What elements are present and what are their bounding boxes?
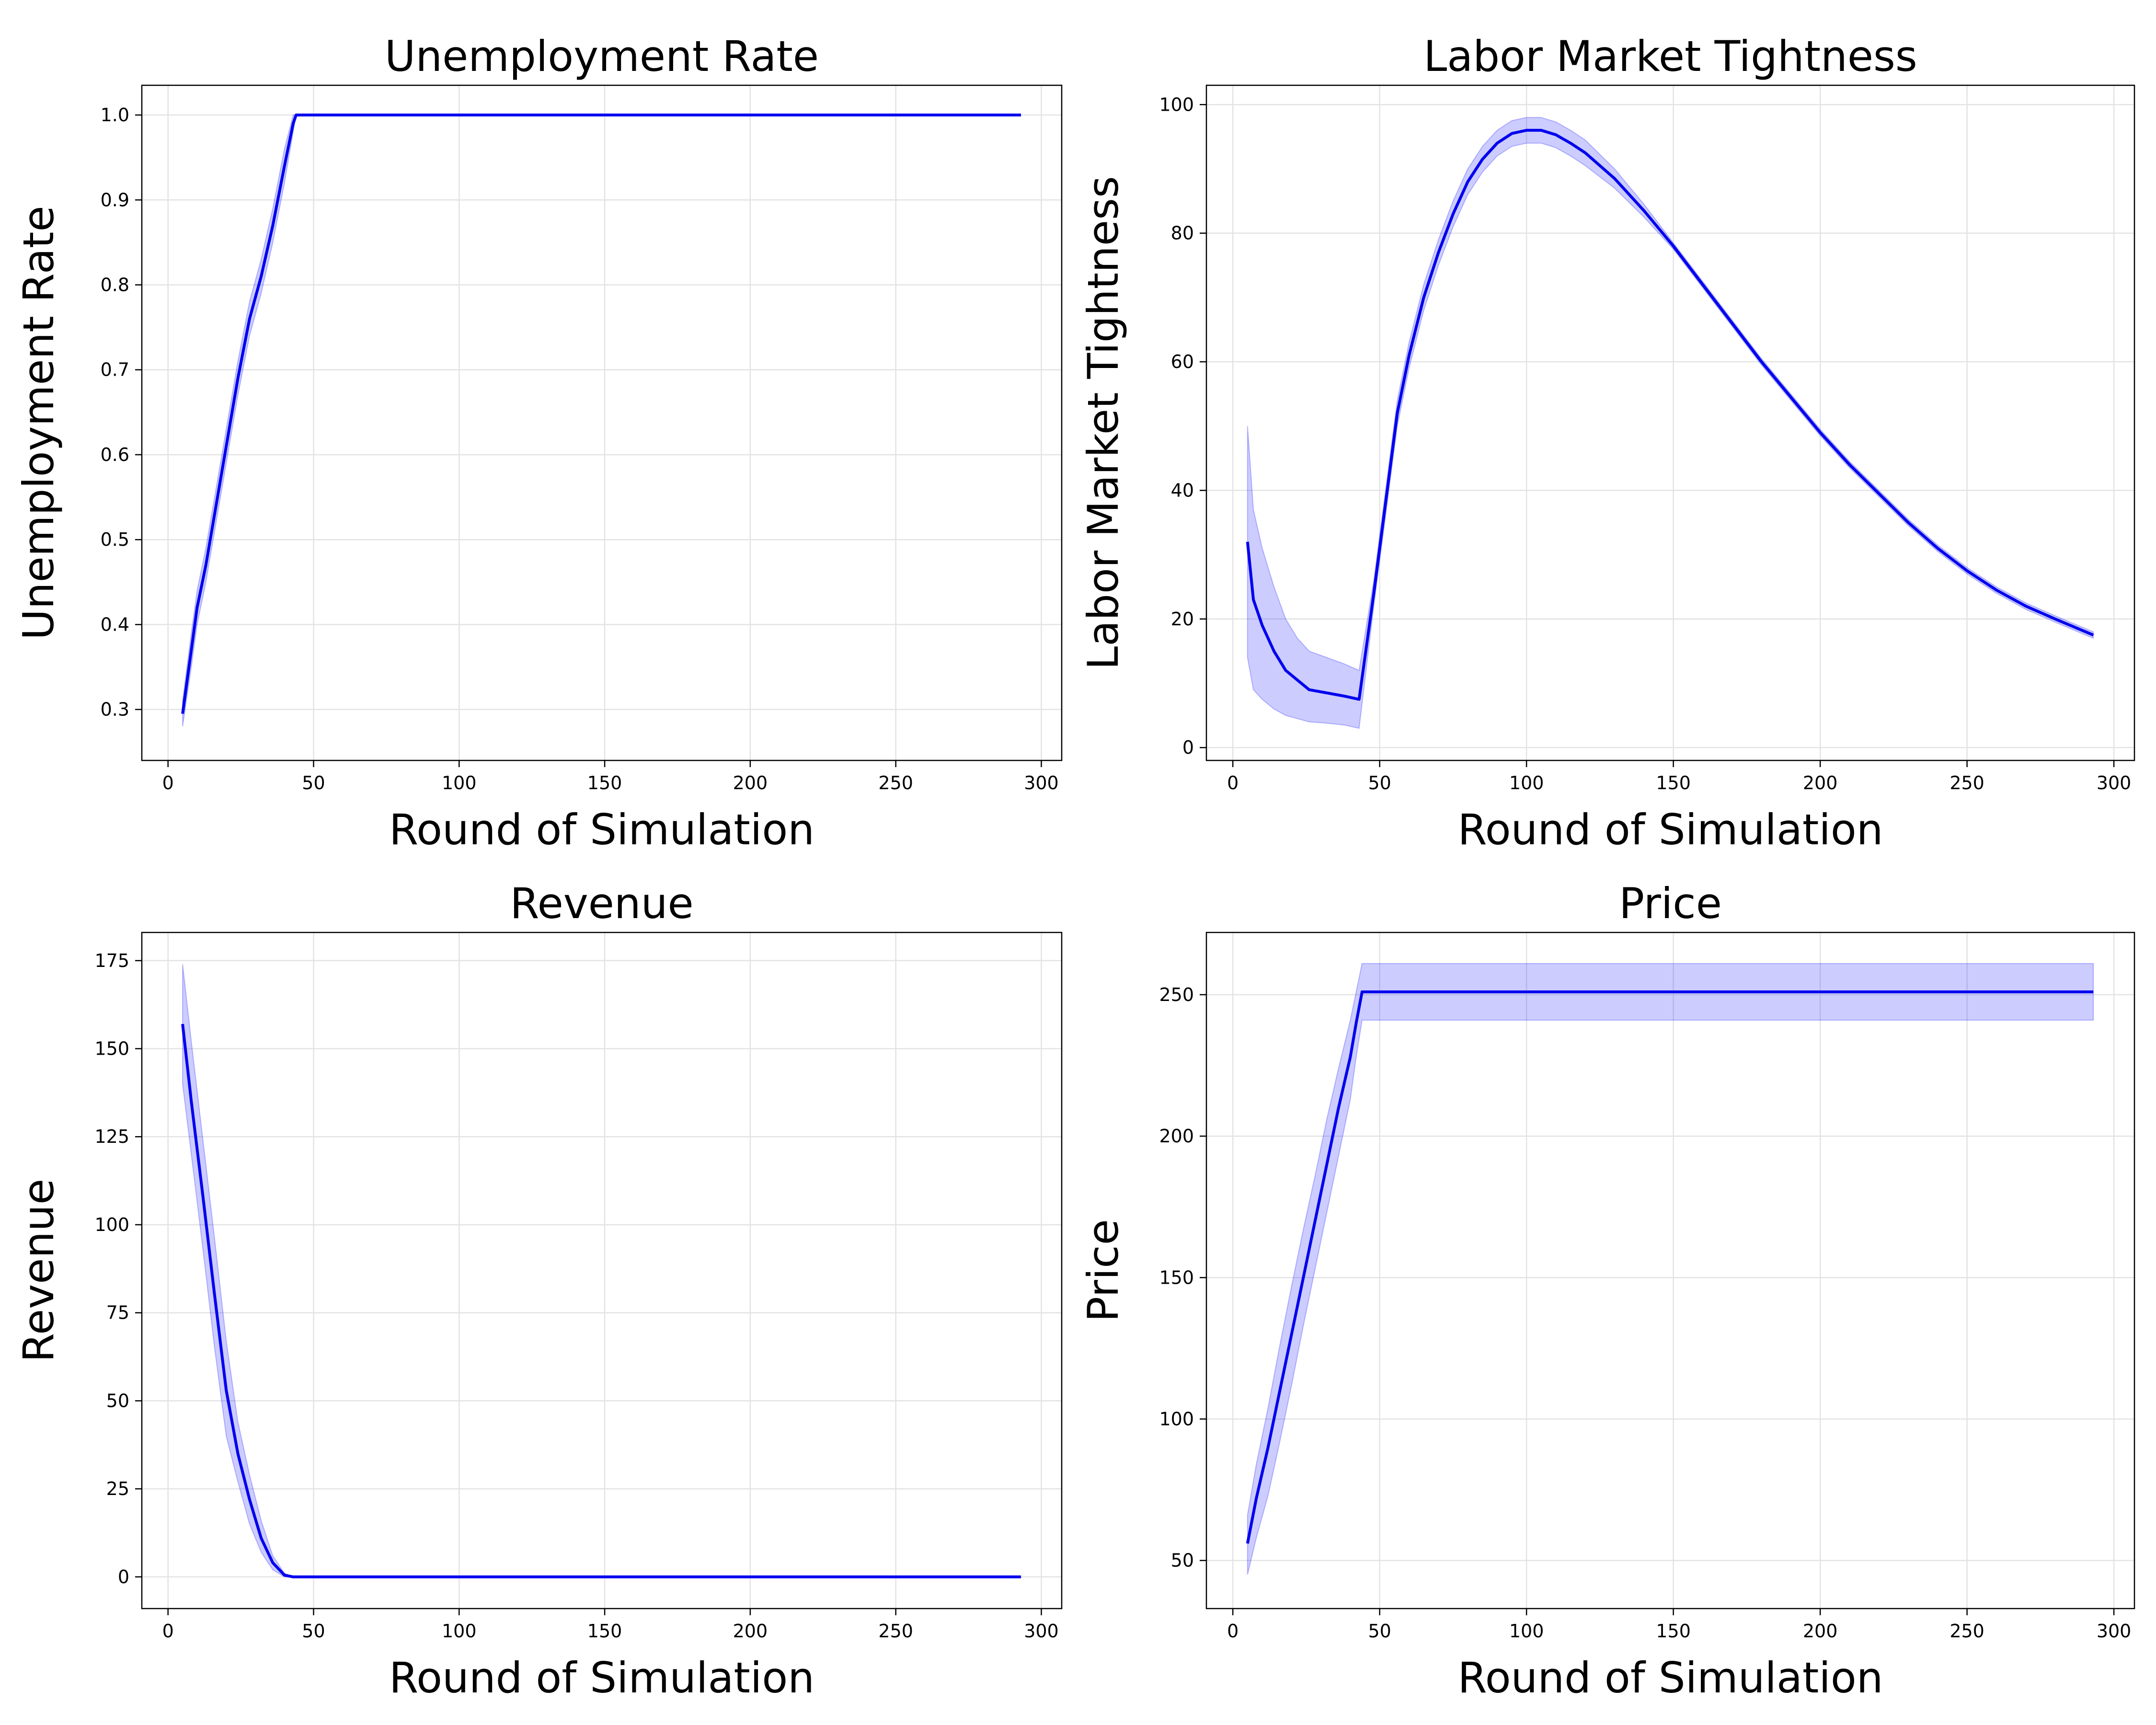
axes-frame	[141, 932, 1063, 1610]
x-axis-label: Round of Simulation	[1458, 1653, 1883, 1702]
y-axis-label: Unemployment Rate	[14, 206, 63, 640]
x-tick-label: 50	[1368, 1621, 1391, 1642]
y-tick-label: 25	[106, 1478, 129, 1499]
y-tick-label: 250	[1159, 984, 1194, 1005]
series-line	[1246, 990, 2094, 1544]
y-tick-label: 0.4	[101, 614, 129, 635]
y-tick-label: 0.9	[101, 189, 129, 210]
x-tick-label: 50	[302, 1621, 325, 1642]
y-tick-label: 0.8	[101, 274, 129, 295]
x-tick-label: 150	[587, 1621, 622, 1642]
x-tick-label: 200	[1803, 1621, 1838, 1642]
x-tick-label: 50	[1368, 772, 1391, 794]
x-tick-label: 200	[1803, 772, 1838, 794]
x-tick-label: 0	[1227, 772, 1239, 794]
x-tick-label: 300	[2097, 1621, 2132, 1642]
y-tick-label: 100	[1159, 1408, 1194, 1429]
x-tick-label: 250	[1950, 1621, 1984, 1642]
y-tick-label: 150	[1159, 1267, 1194, 1288]
y-tick-label: 60	[1171, 351, 1194, 372]
chart-title: Labor Market Tightness	[1423, 32, 1917, 81]
x-tick-label: 100	[442, 772, 477, 794]
x-axis-label: Round of Simulation	[389, 1653, 814, 1702]
x-tick-label: 200	[733, 1621, 768, 1642]
chart-title: Revenue	[510, 879, 693, 928]
x-tick-label: 300	[1024, 772, 1059, 794]
x-tick-label: 0	[162, 772, 174, 794]
y-tick-label: 50	[1171, 1550, 1194, 1571]
chart-title: Price	[1619, 879, 1722, 928]
y-tick-label: 0	[1182, 737, 1194, 758]
confidence-band	[1247, 117, 2094, 729]
x-tick-label: 200	[733, 772, 768, 794]
x-tick-label: 250	[1950, 772, 1984, 794]
series-line	[1246, 128, 2094, 701]
axes-frame	[1205, 84, 2135, 761]
x-tick-label: 100	[442, 1621, 477, 1642]
y-axis-label: Revenue	[14, 1179, 63, 1362]
series-line	[181, 1024, 1021, 1578]
y-axis-label: Labor Market Tightness	[1078, 176, 1128, 670]
y-tick-label: 0.7	[101, 359, 129, 380]
y-tick-label: 1.0	[101, 104, 129, 126]
x-tick-label: 0	[1227, 1621, 1239, 1642]
x-tick-label: 50	[302, 772, 325, 794]
chart-panel-3: 0 50 100 150 200 250 300 0 25 50 75 100 125 150 175 Rev…	[14, 879, 1063, 1702]
y-tick-label: 200	[1159, 1126, 1194, 1147]
x-tick-label: 150	[587, 772, 622, 794]
x-tick-label: 300	[2097, 772, 2132, 794]
y-tick-label: 100	[1159, 94, 1194, 115]
y-tick-label: 175	[94, 950, 129, 971]
y-tick-label: 20	[1171, 609, 1194, 630]
y-tick-label: 80	[1171, 223, 1194, 244]
series-line	[181, 114, 1021, 714]
y-tick-label: 0	[118, 1566, 129, 1587]
x-tick-label: 250	[878, 1621, 913, 1642]
y-tick-label: 0.5	[101, 529, 129, 550]
x-tick-label: 100	[1509, 772, 1544, 794]
y-tick-label: 150	[94, 1038, 129, 1059]
y-tick-label: 50	[106, 1390, 129, 1411]
confidence-band	[1247, 963, 2094, 1575]
x-tick-label: 150	[1656, 1621, 1691, 1642]
axes-frame	[141, 84, 1063, 761]
x-tick-label: 300	[1024, 1621, 1059, 1642]
chart-panel-1: 0 50 100 150 200 250 300 0.3 0.4 0.5 0.6 0.7 0.8 0.9 1…	[14, 32, 1063, 854]
y-tick-label: 100	[94, 1214, 129, 1235]
x-axis-label: Round of Simulation	[1458, 805, 1883, 854]
x-axis-label: Round of Simulation	[389, 805, 814, 854]
chart-title: Unemployment Rate	[385, 32, 819, 81]
y-tick-label: 0.3	[101, 699, 129, 720]
x-tick-label: 150	[1656, 772, 1691, 794]
x-tick-label: 0	[162, 1621, 174, 1642]
y-tick-label: 0.6	[101, 444, 129, 465]
y-tick-label: 40	[1171, 480, 1194, 501]
y-tick-label: 75	[106, 1302, 129, 1323]
axes-frame	[1205, 932, 2135, 1610]
chart-panel-4: 0 50 100 150 200 250 300 50 100 150 200 250 Price Rou…	[1078, 879, 2135, 1702]
y-axis-label: Price	[1078, 1219, 1128, 1322]
chart-panel-2: 0 50 100 150 200 250 300 0 20 40 60 80 100 Labor Mark…	[1078, 32, 2135, 854]
y-tick-label: 125	[94, 1126, 129, 1147]
x-tick-label: 250	[878, 772, 913, 794]
x-tick-label: 100	[1509, 1621, 1544, 1642]
